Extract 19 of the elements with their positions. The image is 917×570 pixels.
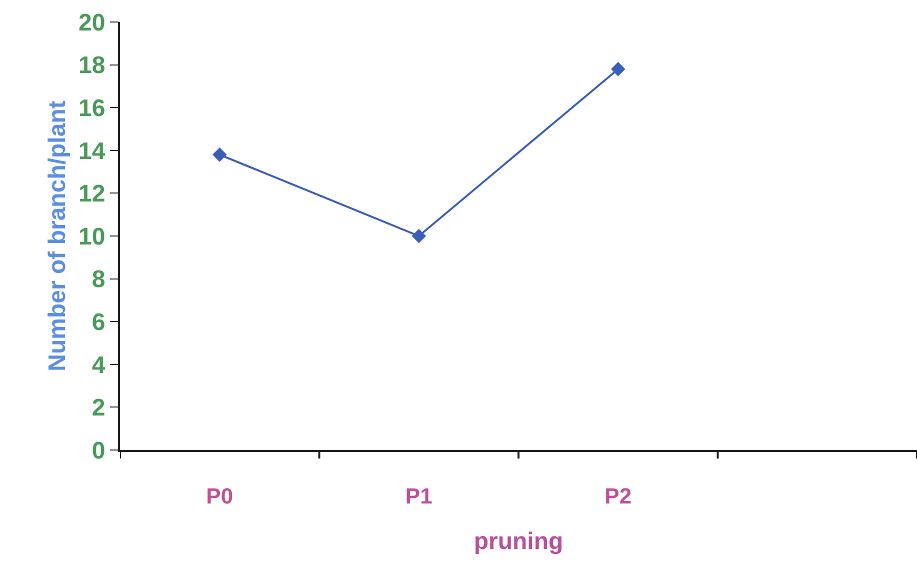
y-tick-label: 4: [92, 352, 106, 379]
y-tick-label: 12: [78, 180, 106, 208]
y-tick-label: 20: [78, 9, 106, 36]
y-tick-label: 18: [78, 52, 106, 80]
y-tick-label: 14: [78, 138, 106, 165]
point: [610, 62, 626, 76]
x-tick-label: P1: [405, 483, 432, 508]
x-axis-title: pruning: [474, 528, 564, 556]
point: [212, 148, 227, 162]
x-tick-label: P2: [604, 483, 632, 508]
y-tick-label: 10: [78, 223, 106, 250]
x-tick-label: P0: [206, 483, 234, 508]
y-tick-label: 16: [78, 95, 106, 122]
y-axis-title: Number of branch/plant: [44, 100, 72, 372]
point: [412, 228, 426, 244]
y-tick-label: 2: [92, 394, 106, 422]
y-tick-label: 0: [92, 437, 106, 464]
y-tick-label: 8: [92, 266, 106, 294]
y-tick-label: 6: [92, 309, 106, 336]
